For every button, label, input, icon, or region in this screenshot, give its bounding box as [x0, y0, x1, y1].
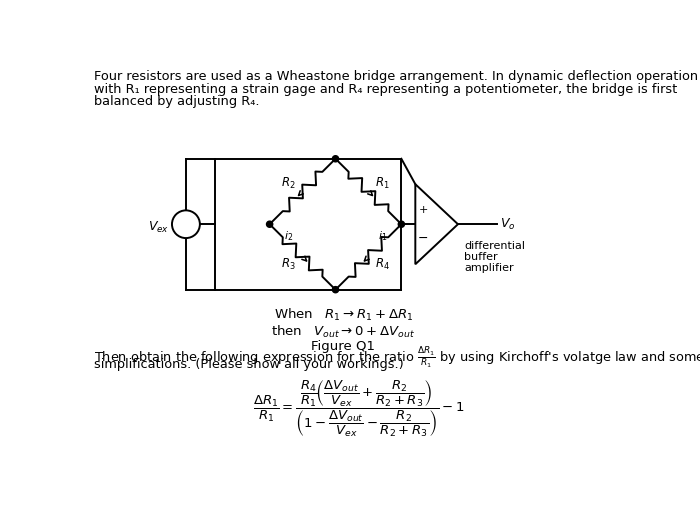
- Circle shape: [398, 221, 405, 227]
- Text: Then obtain the following expression for the ratio $\frac{\Delta R_1}{R_1}$ by u: Then obtain the following expression for…: [94, 345, 700, 370]
- Circle shape: [267, 221, 273, 227]
- Text: $\dfrac{\Delta R_1}{R_1} = \dfrac{\dfrac{R_4}{R_1}\!\left(\dfrac{\Delta V_{out}}: $\dfrac{\Delta R_1}{R_1} = \dfrac{\dfrac…: [253, 379, 464, 439]
- Circle shape: [332, 287, 339, 293]
- Text: When   $R_1 \rightarrow R_1 + \Delta R_1$: When $R_1 \rightarrow R_1 + \Delta R_1$: [274, 307, 413, 322]
- Text: buffer: buffer: [464, 252, 498, 262]
- Text: $R_4$: $R_4$: [375, 257, 390, 272]
- Circle shape: [332, 156, 339, 162]
- Text: Figure Q1: Figure Q1: [312, 341, 375, 353]
- Text: $V_{ex}$: $V_{ex}$: [148, 220, 169, 235]
- Text: $R_3$: $R_3$: [281, 257, 296, 272]
- Text: $i_2$: $i_2$: [284, 229, 293, 243]
- Text: −: −: [418, 231, 428, 244]
- Text: amplifier: amplifier: [464, 263, 514, 272]
- Text: simplifications. (Please show all your workings.): simplifications. (Please show all your w…: [94, 358, 403, 371]
- Text: differential: differential: [464, 241, 525, 251]
- Text: balanced by adjusting R₄.: balanced by adjusting R₄.: [94, 95, 259, 108]
- Text: $R_2$: $R_2$: [281, 176, 296, 191]
- Text: $R_1$: $R_1$: [375, 176, 390, 191]
- Text: with R₁ representing a strain gage and R₄ representing a potentiometer, the brid: with R₁ representing a strain gage and R…: [94, 82, 677, 95]
- Text: +: +: [419, 205, 428, 215]
- Text: +: +: [183, 215, 193, 225]
- Text: $V_o$: $V_o$: [500, 217, 515, 232]
- Text: $i_1$: $i_1$: [378, 229, 387, 243]
- Text: Four resistors are used as a Wheastone bridge arrangement. In dynamic deflection: Four resistors are used as a Wheastone b…: [94, 70, 698, 83]
- Circle shape: [172, 210, 200, 238]
- Text: then   $V_{out} \rightarrow 0 + \Delta V_{out}$: then $V_{out} \rightarrow 0 + \Delta V_{…: [272, 324, 415, 340]
